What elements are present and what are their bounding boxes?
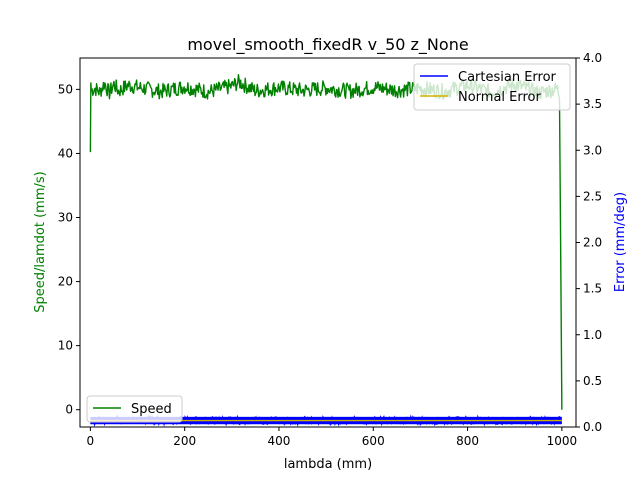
- y-left-tick-label: 30: [58, 211, 73, 225]
- y-right-tick-label: 3.5: [583, 97, 602, 111]
- y-left-tick-label: 10: [58, 339, 73, 353]
- y-right-tick-label: 0.5: [583, 374, 602, 388]
- chart-title: movel_smooth_fixedR v_50 z_None: [187, 35, 468, 55]
- y-axis-left-label: Speed/lamdot (mm/s): [33, 171, 48, 312]
- y-left-tick-label: 40: [58, 146, 73, 160]
- y-left-tick-label: 0: [65, 403, 73, 417]
- x-tick-label: 1000: [547, 434, 578, 448]
- y-axis-right-label: Error (mm/deg): [613, 192, 628, 292]
- legend-upper-right-label: Cartesian Error: [458, 70, 557, 85]
- x-axis-label: lambda (mm): [284, 457, 372, 472]
- axes-layer: 0 200 400 600 800 1000 0 10 20 30 40 50 0.0 0.5 1.0 1.5…: [58, 51, 602, 448]
- y-right-tick-label: 2.5: [583, 189, 602, 203]
- plot-layer: [89, 74, 563, 427]
- x-tick-label: 400: [268, 434, 291, 448]
- y-right-tick-label: 0.0: [583, 420, 602, 434]
- x-tick-label: 200: [173, 434, 196, 448]
- y-right-tick-label: 2.0: [583, 236, 602, 250]
- legend-lower-left-label: Speed: [131, 402, 172, 417]
- legend-upper-right-label: Normal Error: [458, 90, 542, 105]
- y-right-tick-label: 4.0: [583, 51, 602, 65]
- y-left-tick-label: 20: [58, 275, 73, 289]
- x-tick-label: 0: [87, 434, 95, 448]
- y-left-tick-label: 50: [58, 82, 73, 96]
- legend-upper-right-box: [413, 63, 571, 111]
- legend-lower-left-box: [86, 395, 183, 423]
- y-right-tick-label: 3.0: [583, 143, 602, 157]
- y-right-tick-label: 1.5: [583, 282, 602, 296]
- x-tick-label: 800: [456, 434, 479, 448]
- x-tick-label: 600: [362, 434, 385, 448]
- y-right-tick-label: 1.0: [583, 328, 602, 342]
- legend-layer: Cartesian Error Normal Error Speed: [86, 63, 571, 423]
- series-line-speed: [89, 74, 563, 410]
- plot-frame: [79, 57, 577, 428]
